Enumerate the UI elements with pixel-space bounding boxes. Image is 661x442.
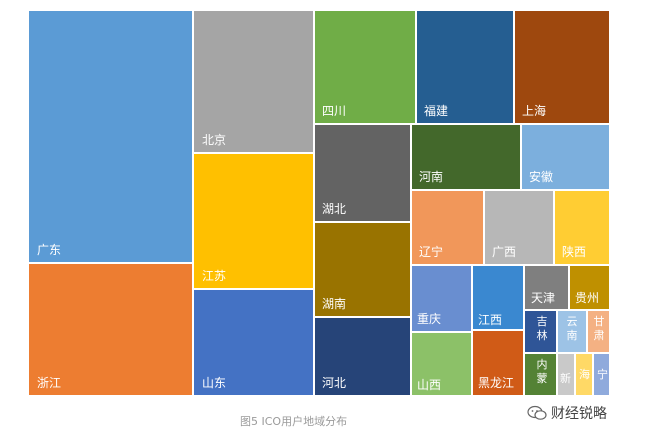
treemap-cell: 福建 bbox=[416, 10, 514, 124]
treemap-cell-label: 内蒙 bbox=[536, 358, 548, 385]
treemap-cell: 广西 bbox=[484, 190, 554, 265]
treemap-cell-label: 四川 bbox=[322, 104, 347, 118]
treemap-cell-label: 江西 bbox=[478, 313, 503, 327]
treemap-cell: 海 bbox=[575, 353, 593, 396]
treemap-cell-label: 湖南 bbox=[322, 297, 347, 311]
treemap-cell-label: 广东 bbox=[37, 243, 62, 257]
treemap-cell-label: 黑龙江 bbox=[478, 376, 515, 390]
treemap-cell-label: 重庆 bbox=[417, 312, 442, 326]
wechat-icon bbox=[527, 405, 547, 420]
treemap-cell-label: 上海 bbox=[522, 104, 547, 118]
treemap-cell-label: 海 bbox=[579, 368, 590, 381]
treemap-cell: 甘肃 bbox=[587, 310, 610, 353]
treemap-cell-label: 贵州 bbox=[575, 291, 600, 305]
treemap-cell-label: 广西 bbox=[492, 245, 517, 259]
treemap-cell: 宁 bbox=[593, 353, 610, 396]
treemap-cell: 河北 bbox=[314, 317, 411, 396]
treemap-cell-label: 陕西 bbox=[562, 245, 587, 259]
treemap-cell-label: 山东 bbox=[202, 376, 227, 390]
treemap-cell-label: 河南 bbox=[419, 170, 444, 184]
treemap-cell: 广东 bbox=[28, 10, 193, 263]
treemap-cell-label: 福建 bbox=[424, 104, 449, 118]
treemap-cell: 贵州 bbox=[569, 265, 610, 310]
treemap-cell-label: 新 bbox=[560, 372, 571, 385]
treemap-cell-label: 云南 bbox=[566, 315, 578, 342]
treemap-cell: 内蒙 bbox=[524, 353, 557, 396]
treemap-cell: 河南 bbox=[411, 124, 521, 190]
treemap-cell: 湖北 bbox=[314, 124, 411, 222]
treemap-cell-label: 北京 bbox=[202, 133, 227, 147]
treemap-cell: 北京 bbox=[193, 10, 314, 153]
treemap-cell: 重庆 bbox=[411, 265, 472, 332]
treemap-cell: 新 bbox=[557, 353, 575, 396]
treemap-cell-label: 宁 bbox=[597, 368, 608, 381]
treemap-cell: 吉林 bbox=[524, 310, 557, 353]
treemap-cell-label: 天津 bbox=[531, 291, 556, 305]
treemap-cell-label: 安徽 bbox=[529, 170, 554, 184]
treemap-cell-label: 江苏 bbox=[202, 269, 227, 283]
treemap-cell-label: 吉林 bbox=[536, 315, 548, 342]
treemap-cell: 云南 bbox=[557, 310, 587, 353]
treemap-cell: 辽宁 bbox=[411, 190, 484, 265]
treemap-cell: 四川 bbox=[314, 10, 416, 124]
brand-name: 财经锐略 bbox=[551, 406, 607, 422]
treemap-cell: 江苏 bbox=[193, 153, 314, 289]
treemap-cell: 湖南 bbox=[314, 222, 411, 317]
treemap-cell-label: 甘肃 bbox=[593, 315, 605, 342]
treemap-cell: 浙江 bbox=[28, 263, 193, 396]
treemap-cell-label: 辽宁 bbox=[419, 245, 444, 259]
treemap-cell-label: 湖北 bbox=[322, 202, 347, 216]
treemap-cell: 上海 bbox=[514, 10, 610, 124]
treemap-cell: 天津 bbox=[524, 265, 569, 310]
figure-caption: 图5 ICO用户地域分布 bbox=[240, 415, 348, 428]
treemap-cell-label: 山西 bbox=[417, 378, 442, 392]
treemap-cell-label: 河北 bbox=[322, 376, 347, 390]
treemap-cell: 安徽 bbox=[521, 124, 610, 190]
treemap-cell: 江西 bbox=[472, 265, 524, 330]
treemap-cell: 陕西 bbox=[554, 190, 610, 265]
treemap-cell-label: 浙江 bbox=[37, 376, 62, 390]
brand-watermark: 财经锐略 bbox=[527, 403, 607, 423]
treemap-cell: 黑龙江 bbox=[472, 330, 524, 396]
treemap-cell: 山东 bbox=[193, 289, 314, 396]
treemap-cell: 山西 bbox=[411, 332, 472, 396]
